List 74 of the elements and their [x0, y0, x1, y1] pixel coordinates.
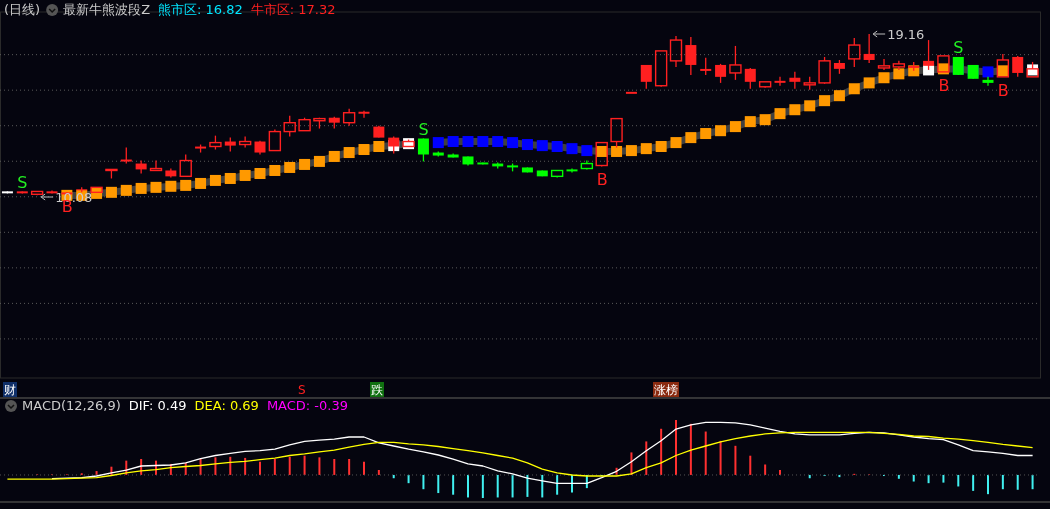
candlestick — [669, 35, 683, 68]
bar — [734, 445, 737, 475]
bar — [496, 474, 499, 498]
text: 涨榜 — [654, 383, 678, 397]
bar — [957, 474, 960, 487]
candlestick — [863, 33, 875, 64]
bar — [942, 474, 945, 483]
bar — [645, 441, 648, 475]
bar — [526, 474, 529, 497]
annotation: 牛市区: 17.32 — [250, 2, 336, 17]
annotation: B — [596, 169, 608, 189]
bar — [972, 474, 975, 491]
bar — [244, 457, 247, 475]
annotation: B — [938, 75, 950, 95]
text: 财 — [4, 383, 16, 397]
bar — [749, 455, 752, 475]
bar — [779, 469, 781, 475]
bar — [318, 457, 321, 475]
chart-title: (日线) — [4, 2, 41, 17]
bar — [229, 456, 232, 475]
bar — [912, 474, 915, 482]
candlestick — [744, 67, 756, 90]
text: S — [298, 383, 306, 397]
bar — [511, 474, 514, 498]
candlestick — [1012, 55, 1024, 78]
candlestick — [715, 63, 727, 84]
bar — [927, 474, 930, 484]
annotation: S — [953, 37, 964, 57]
chart-title: MACD(12,26,9) — [22, 398, 121, 413]
chart-subtitle: 最新牛熊波段Z — [63, 2, 151, 17]
bar — [452, 474, 455, 495]
text: MACD: -0.39 — [266, 398, 348, 413]
bar — [407, 474, 410, 484]
bar — [1001, 474, 1004, 490]
bar — [363, 461, 365, 475]
bar — [689, 423, 692, 475]
annotation: B — [997, 80, 1009, 100]
text: 跌 — [371, 383, 383, 397]
bar — [273, 459, 276, 475]
bar — [288, 456, 291, 475]
text: DIF: 0.49 — [128, 398, 187, 413]
bar — [481, 474, 484, 498]
annotation: 熊市区: 16.82 — [158, 2, 243, 17]
bar — [467, 474, 469, 498]
bar — [199, 459, 202, 475]
bar — [437, 474, 440, 494]
bar — [422, 474, 425, 490]
bar — [764, 464, 767, 475]
bar — [704, 431, 707, 475]
candlestick — [789, 71, 801, 90]
candlestick — [342, 108, 356, 127]
bar — [377, 469, 380, 475]
bar — [348, 459, 351, 475]
text: DEA: 0.69 — [194, 398, 259, 413]
candlestick — [685, 36, 697, 76]
annotation: 19.16 — [887, 27, 925, 42]
bar — [719, 440, 722, 475]
bar — [660, 428, 663, 475]
candlestick — [238, 135, 252, 149]
annotation: S — [418, 119, 429, 139]
bar — [897, 474, 900, 479]
bar — [541, 474, 544, 498]
bar — [1031, 474, 1034, 490]
bar — [259, 461, 261, 475]
bar — [987, 474, 989, 495]
bar — [675, 420, 677, 475]
bar — [333, 459, 336, 475]
bar — [556, 474, 559, 495]
annotation: S — [17, 173, 28, 193]
candlestick — [774, 76, 786, 87]
bar — [303, 455, 306, 475]
bar — [838, 474, 841, 478]
candlestick — [358, 110, 370, 119]
bar — [1016, 474, 1019, 490]
